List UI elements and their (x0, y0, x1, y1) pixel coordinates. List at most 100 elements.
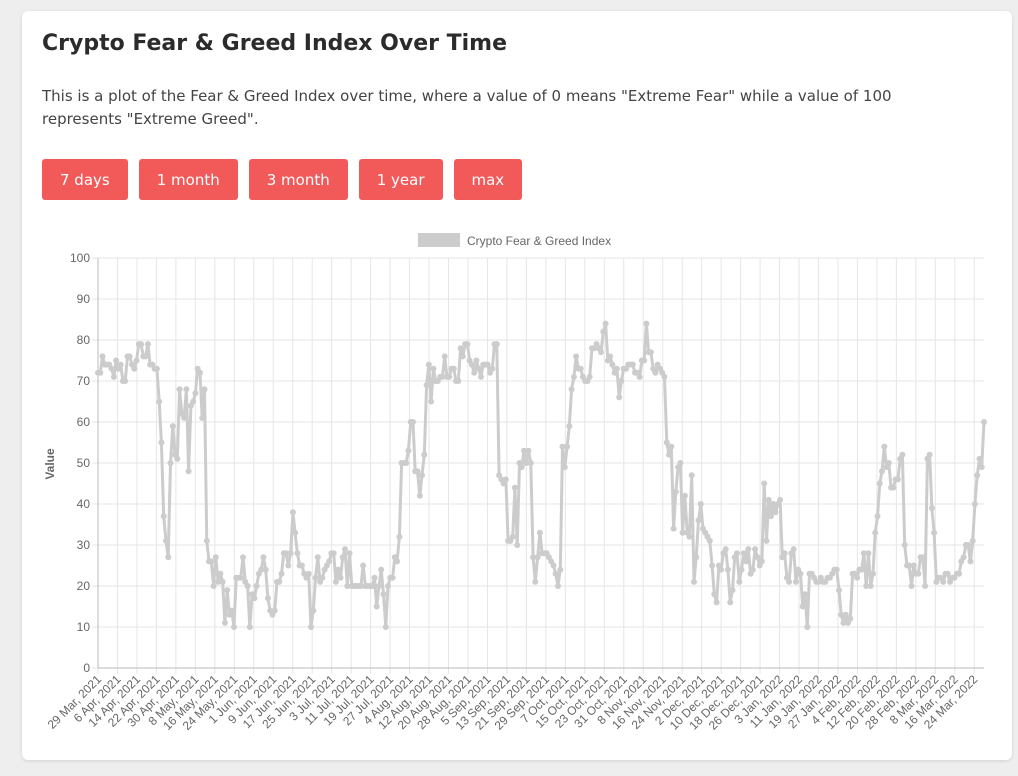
data-point (724, 566, 731, 573)
y-tick-label: 70 (77, 374, 91, 388)
chart-legend[interactable]: Crypto Fear & Greed Index (418, 233, 611, 248)
data-point (677, 460, 684, 466)
data-point (965, 542, 972, 548)
data-point (423, 382, 430, 389)
data-point (881, 443, 888, 450)
data-point (319, 574, 326, 581)
data-point (278, 570, 285, 577)
data-point (258, 566, 265, 573)
data-point (380, 591, 387, 598)
data-point (394, 558, 401, 565)
y-tick-label: 20 (77, 579, 91, 593)
data-point (688, 472, 695, 479)
data-point (586, 373, 593, 380)
data-point (679, 529, 686, 536)
data-point (956, 570, 963, 577)
data-point (455, 378, 462, 384)
range-1-month-button[interactable]: 1 month (138, 159, 238, 200)
data-point (598, 349, 604, 356)
data-point (566, 423, 573, 430)
data-point (981, 419, 987, 425)
data-point (221, 619, 228, 626)
data-point (609, 361, 616, 368)
data-point (518, 464, 525, 471)
data-point (838, 611, 845, 618)
data-point (264, 595, 271, 602)
data-point (276, 578, 283, 585)
data-point (294, 550, 301, 557)
data-point (117, 361, 124, 368)
data-point (643, 320, 650, 327)
data-point (262, 566, 269, 573)
data-point (344, 583, 351, 589)
data-point (99, 353, 106, 360)
data-point (450, 365, 457, 372)
data-point (237, 574, 244, 581)
data-point (899, 451, 906, 458)
data-point (185, 468, 192, 475)
data-point (706, 537, 713, 544)
data-point (734, 550, 740, 557)
data-point (944, 570, 951, 577)
data-point (532, 578, 539, 585)
data-point (865, 550, 872, 557)
data-point (373, 603, 380, 610)
data-point (457, 345, 464, 352)
range-7-days-button[interactable]: 7 days (42, 159, 128, 200)
data-point (113, 357, 120, 364)
data-point (167, 460, 174, 466)
data-point (283, 550, 290, 557)
data-point (713, 599, 720, 606)
data-point (446, 373, 453, 380)
data-point (478, 373, 484, 380)
data-point (210, 583, 217, 589)
data-point (772, 509, 779, 516)
data-point (729, 587, 736, 594)
data-point (346, 550, 353, 557)
data-point (122, 378, 129, 384)
data-point (879, 468, 885, 475)
range-3-month-button[interactable]: 3 month (248, 159, 348, 200)
data-point (802, 591, 808, 598)
range-max-button[interactable]: max (453, 159, 523, 200)
data-point (212, 554, 219, 561)
data-point (153, 365, 160, 372)
data-point (165, 554, 172, 561)
data-point (441, 353, 448, 360)
data-point (527, 460, 534, 466)
data-point (240, 554, 246, 561)
data-point (915, 570, 922, 577)
data-point (326, 558, 333, 565)
data-point (312, 574, 319, 581)
data-point (298, 562, 305, 569)
y-tick-label: 90 (77, 292, 91, 306)
data-point (736, 578, 743, 585)
data-point (743, 558, 750, 565)
data-point (670, 525, 677, 532)
data-point (425, 361, 432, 368)
data-point (976, 455, 983, 462)
data-point (337, 574, 344, 581)
data-point (872, 529, 879, 536)
data-point (253, 583, 260, 589)
data-point (738, 566, 745, 573)
data-point (663, 439, 670, 446)
data-point (183, 386, 190, 393)
range-1-year-button[interactable]: 1 year (358, 159, 443, 200)
data-point (867, 583, 874, 589)
data-point (711, 591, 718, 598)
series-crypto-fear-greed (95, 320, 987, 630)
data-point (745, 546, 752, 553)
data-point (369, 583, 376, 589)
data-point (695, 517, 702, 524)
y-tick-label: 40 (77, 497, 91, 511)
data-point (133, 357, 140, 364)
data-point (310, 607, 317, 614)
data-point (693, 554, 700, 561)
data-point (557, 566, 564, 573)
data-point (926, 451, 933, 458)
data-point (860, 550, 867, 557)
data-point (969, 537, 976, 544)
data-point (600, 328, 607, 335)
data-point (602, 320, 609, 327)
